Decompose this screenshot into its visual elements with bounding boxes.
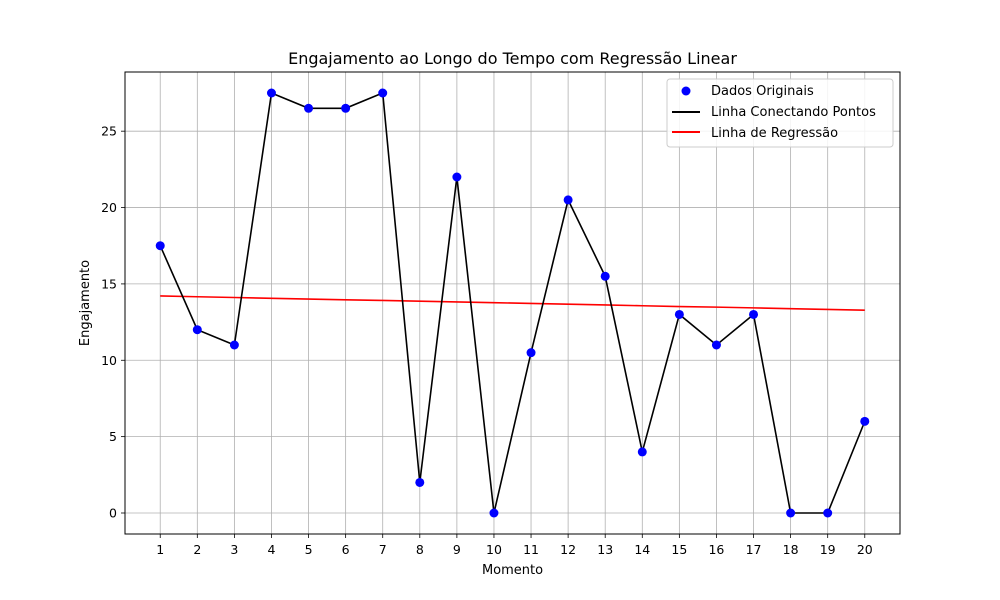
data-point xyxy=(304,103,314,113)
y-tick-label: 10 xyxy=(101,353,117,368)
legend-label-linha-conectando: Linha Conectando Pontos xyxy=(711,105,876,120)
data-point xyxy=(600,271,610,281)
data-point xyxy=(192,325,202,335)
data-point xyxy=(229,340,239,350)
series-line-regressao xyxy=(160,295,865,311)
legend-label-linha-regressao: Linha de Regressão xyxy=(711,126,838,141)
series-line-conectando xyxy=(159,91,866,514)
x-tick-label: 8 xyxy=(416,542,424,557)
legend: Dados Originais Linha Conectando Pontos … xyxy=(666,78,894,148)
data-point xyxy=(526,348,536,358)
data-point xyxy=(415,477,425,487)
x-tick-label: 6 xyxy=(342,542,350,557)
data-point xyxy=(637,447,647,457)
chart-title: Engajamento ao Longo do Tempo com Regres… xyxy=(288,49,737,68)
x-axis-label: Momento xyxy=(482,563,543,578)
x-tick-label: 9 xyxy=(453,542,461,557)
x-tick-label: 12 xyxy=(560,542,576,557)
axes-frame xyxy=(124,71,901,535)
data-point xyxy=(341,103,351,113)
legend-box xyxy=(666,78,894,148)
y-axis: 0 5 10 15 20 25 xyxy=(101,124,125,521)
x-tick-label: 18 xyxy=(783,542,799,557)
x-tick-label: 19 xyxy=(820,542,836,557)
data-point xyxy=(749,309,759,319)
x-tick-label: 7 xyxy=(379,542,387,557)
y-tick-label: 25 xyxy=(101,124,117,139)
legend-marker-dados-originais xyxy=(681,86,691,96)
x-axis: 1 2 3 4 5 6 7 8 9 10 11 12 13 14 15 16 17 18 19 20 xyxy=(156,534,873,557)
y-tick-label: 20 xyxy=(101,200,117,215)
data-point xyxy=(674,309,684,319)
data-point xyxy=(378,88,388,98)
y-tick-label: 5 xyxy=(109,429,117,444)
y-axis-label: Engajamento xyxy=(78,260,93,346)
x-tick-label: 5 xyxy=(305,542,313,557)
data-point xyxy=(155,241,165,251)
x-tick-label: 11 xyxy=(523,542,539,557)
x-tick-label: 15 xyxy=(671,542,687,557)
x-tick-label: 16 xyxy=(708,542,724,557)
data-point xyxy=(563,195,573,205)
y-tick-label: 15 xyxy=(101,276,117,291)
data-point xyxy=(860,416,870,426)
x-tick-label: 10 xyxy=(486,542,502,557)
y-tick-label: 0 xyxy=(109,506,117,521)
legend-label-dados-originais: Dados Originais xyxy=(711,84,814,99)
plot-area xyxy=(155,88,870,518)
x-tick-label: 4 xyxy=(267,542,275,557)
x-tick-label: 2 xyxy=(193,542,201,557)
x-tick-label: 14 xyxy=(634,542,650,557)
data-point xyxy=(489,508,499,518)
data-point xyxy=(823,508,833,518)
data-point xyxy=(711,340,721,350)
x-tick-label: 13 xyxy=(597,542,613,557)
data-point xyxy=(266,88,276,98)
data-point xyxy=(452,172,462,182)
x-tick-label: 17 xyxy=(746,542,762,557)
x-tick-label: 3 xyxy=(230,542,238,557)
x-tick-label: 1 xyxy=(156,542,164,557)
data-point xyxy=(786,508,796,518)
x-tick-label: 20 xyxy=(857,542,873,557)
